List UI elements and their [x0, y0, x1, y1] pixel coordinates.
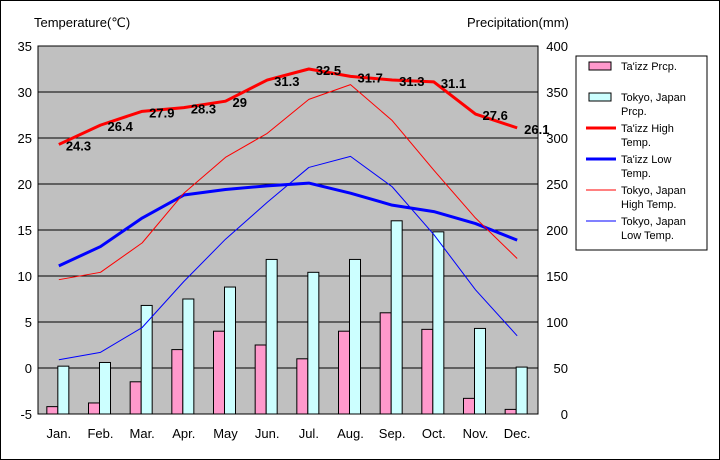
- data-label: 32.5: [316, 63, 341, 78]
- month-tick-label: Feb.: [87, 426, 113, 441]
- temperature-tick-label: 0: [25, 361, 32, 376]
- legend-swatch: [588, 92, 612, 102]
- temperature-tick-label: 30: [18, 85, 32, 100]
- month-tick-label: Oct.: [422, 426, 446, 441]
- precipitation-bar: [432, 231, 445, 415]
- legend-label: High Temp.: [621, 199, 676, 211]
- precipitation-bar: [463, 397, 475, 415]
- precipitation-bar: [99, 361, 111, 415]
- temperature-tick-label: 35: [18, 39, 32, 54]
- precipitation-bar: [296, 358, 309, 415]
- month-tick-label: Jul.: [299, 426, 319, 441]
- precipitation-tick-label: 350: [546, 85, 568, 100]
- legend-label: Tokyo, Japan: [621, 216, 686, 228]
- legend-label: Tokyo, Japan: [621, 185, 686, 197]
- data-label: 27.9: [149, 105, 174, 120]
- precipitation-bar: [504, 408, 517, 415]
- precipitation-bar: [213, 330, 225, 415]
- legend-label: Tokyo, Japan: [621, 92, 686, 104]
- month-tick-label: May: [213, 426, 238, 441]
- legend-label: Temp.: [621, 168, 651, 180]
- data-label: 31.7: [358, 70, 383, 85]
- temperature-tick-label: 5: [25, 315, 32, 330]
- precipitation-bar: [57, 365, 70, 415]
- legend: Ta'izz Prcp. Tokyo, Japan Prcp. Ta'izz High…: [575, 55, 708, 251]
- month-tick-label: Aug.: [337, 426, 364, 441]
- data-label: 28.3: [191, 102, 216, 117]
- legend-label: Temp.: [621, 137, 651, 149]
- temperature-axis-title: Temperature(℃): [34, 15, 130, 30]
- precipitation-axis-title: Precipitation(mm): [467, 15, 569, 30]
- precipitation-bar: [182, 298, 195, 415]
- precipitation-bar: [46, 406, 59, 415]
- data-labels: 24.3 26.4 27.9 28.3 29 31.3 32.5 31.7 31.3 31.1 27…: [66, 63, 550, 153]
- data-label: 26.1: [524, 122, 549, 137]
- precipitation-tick-label: 150: [546, 269, 568, 284]
- precipitation-tick-label: 0: [561, 407, 568, 422]
- temperature-tick-label: 10: [18, 269, 32, 284]
- temperature-line: [58, 84, 518, 281]
- temperature-line: [58, 67, 518, 146]
- legend-box: [575, 55, 708, 251]
- data-label: 31.3: [399, 74, 424, 89]
- month-tick-label: Jun.: [255, 426, 280, 441]
- precipitation-bar: [307, 271, 320, 415]
- data-label: 31.3: [274, 74, 299, 89]
- plot-frame: [37, 45, 539, 415]
- precipitation-bar: [474, 327, 486, 415]
- month-tick-label: Sep.: [379, 426, 406, 441]
- month-tick-label: Nov.: [463, 426, 489, 441]
- temperature-tick-label: -5: [20, 407, 32, 422]
- data-label: 26.4: [108, 119, 134, 134]
- temperature-tick-label: 15: [18, 223, 32, 238]
- temperature-lines: [58, 67, 518, 361]
- month-tick-label: Jan.: [47, 426, 72, 441]
- precipitation-tick-label: 300: [546, 131, 568, 146]
- legend-label: Ta'izz High: [621, 123, 674, 135]
- temperature-tick-label: 20: [18, 177, 32, 192]
- precipitation-bar: [171, 349, 184, 415]
- precipitation-bar: [265, 258, 278, 415]
- precipitation-bar: [254, 344, 267, 415]
- month-tick-label: Mar.: [130, 426, 155, 441]
- legend-label: Prcp.: [621, 106, 647, 118]
- precipitation-tick-label: 100: [546, 315, 568, 330]
- precipitation-tick-label: 50: [554, 361, 568, 376]
- axes: -505101520253035050100150200250300350400…: [18, 39, 568, 441]
- precipitation-tick-label: 400: [546, 39, 568, 54]
- precipitation-bar: [129, 381, 142, 415]
- precipitation-tick-label: 250: [546, 177, 568, 192]
- legend-label: Ta'izz Low: [621, 154, 671, 166]
- legend-label: Ta'izz Prcp.: [621, 61, 677, 73]
- temperature-tick-label: 25: [18, 131, 32, 146]
- precipitation-bar: [224, 286, 236, 415]
- precipitation-bar: [421, 328, 434, 415]
- month-tick-label: Apr.: [172, 426, 195, 441]
- data-label: 27.6: [483, 108, 508, 123]
- precipitation-bar: [338, 330, 350, 415]
- precipitation-bar: [88, 402, 100, 415]
- precipitation-bar: [515, 366, 528, 415]
- precipitation-bar: [349, 258, 361, 415]
- precipitation-bar: [390, 220, 403, 415]
- month-tick-label: Dec.: [504, 426, 531, 441]
- temperature-line: [58, 155, 518, 361]
- data-label: 24.3: [66, 138, 91, 153]
- precipitation-bar: [379, 312, 392, 415]
- legend-label: Low Temp.: [621, 230, 674, 242]
- data-label: 29: [233, 95, 247, 110]
- legend-swatch: [588, 61, 612, 71]
- precipitation-tick-label: 200: [546, 223, 568, 238]
- precipitation-bar: [140, 304, 153, 415]
- data-label: 31.1: [441, 76, 466, 91]
